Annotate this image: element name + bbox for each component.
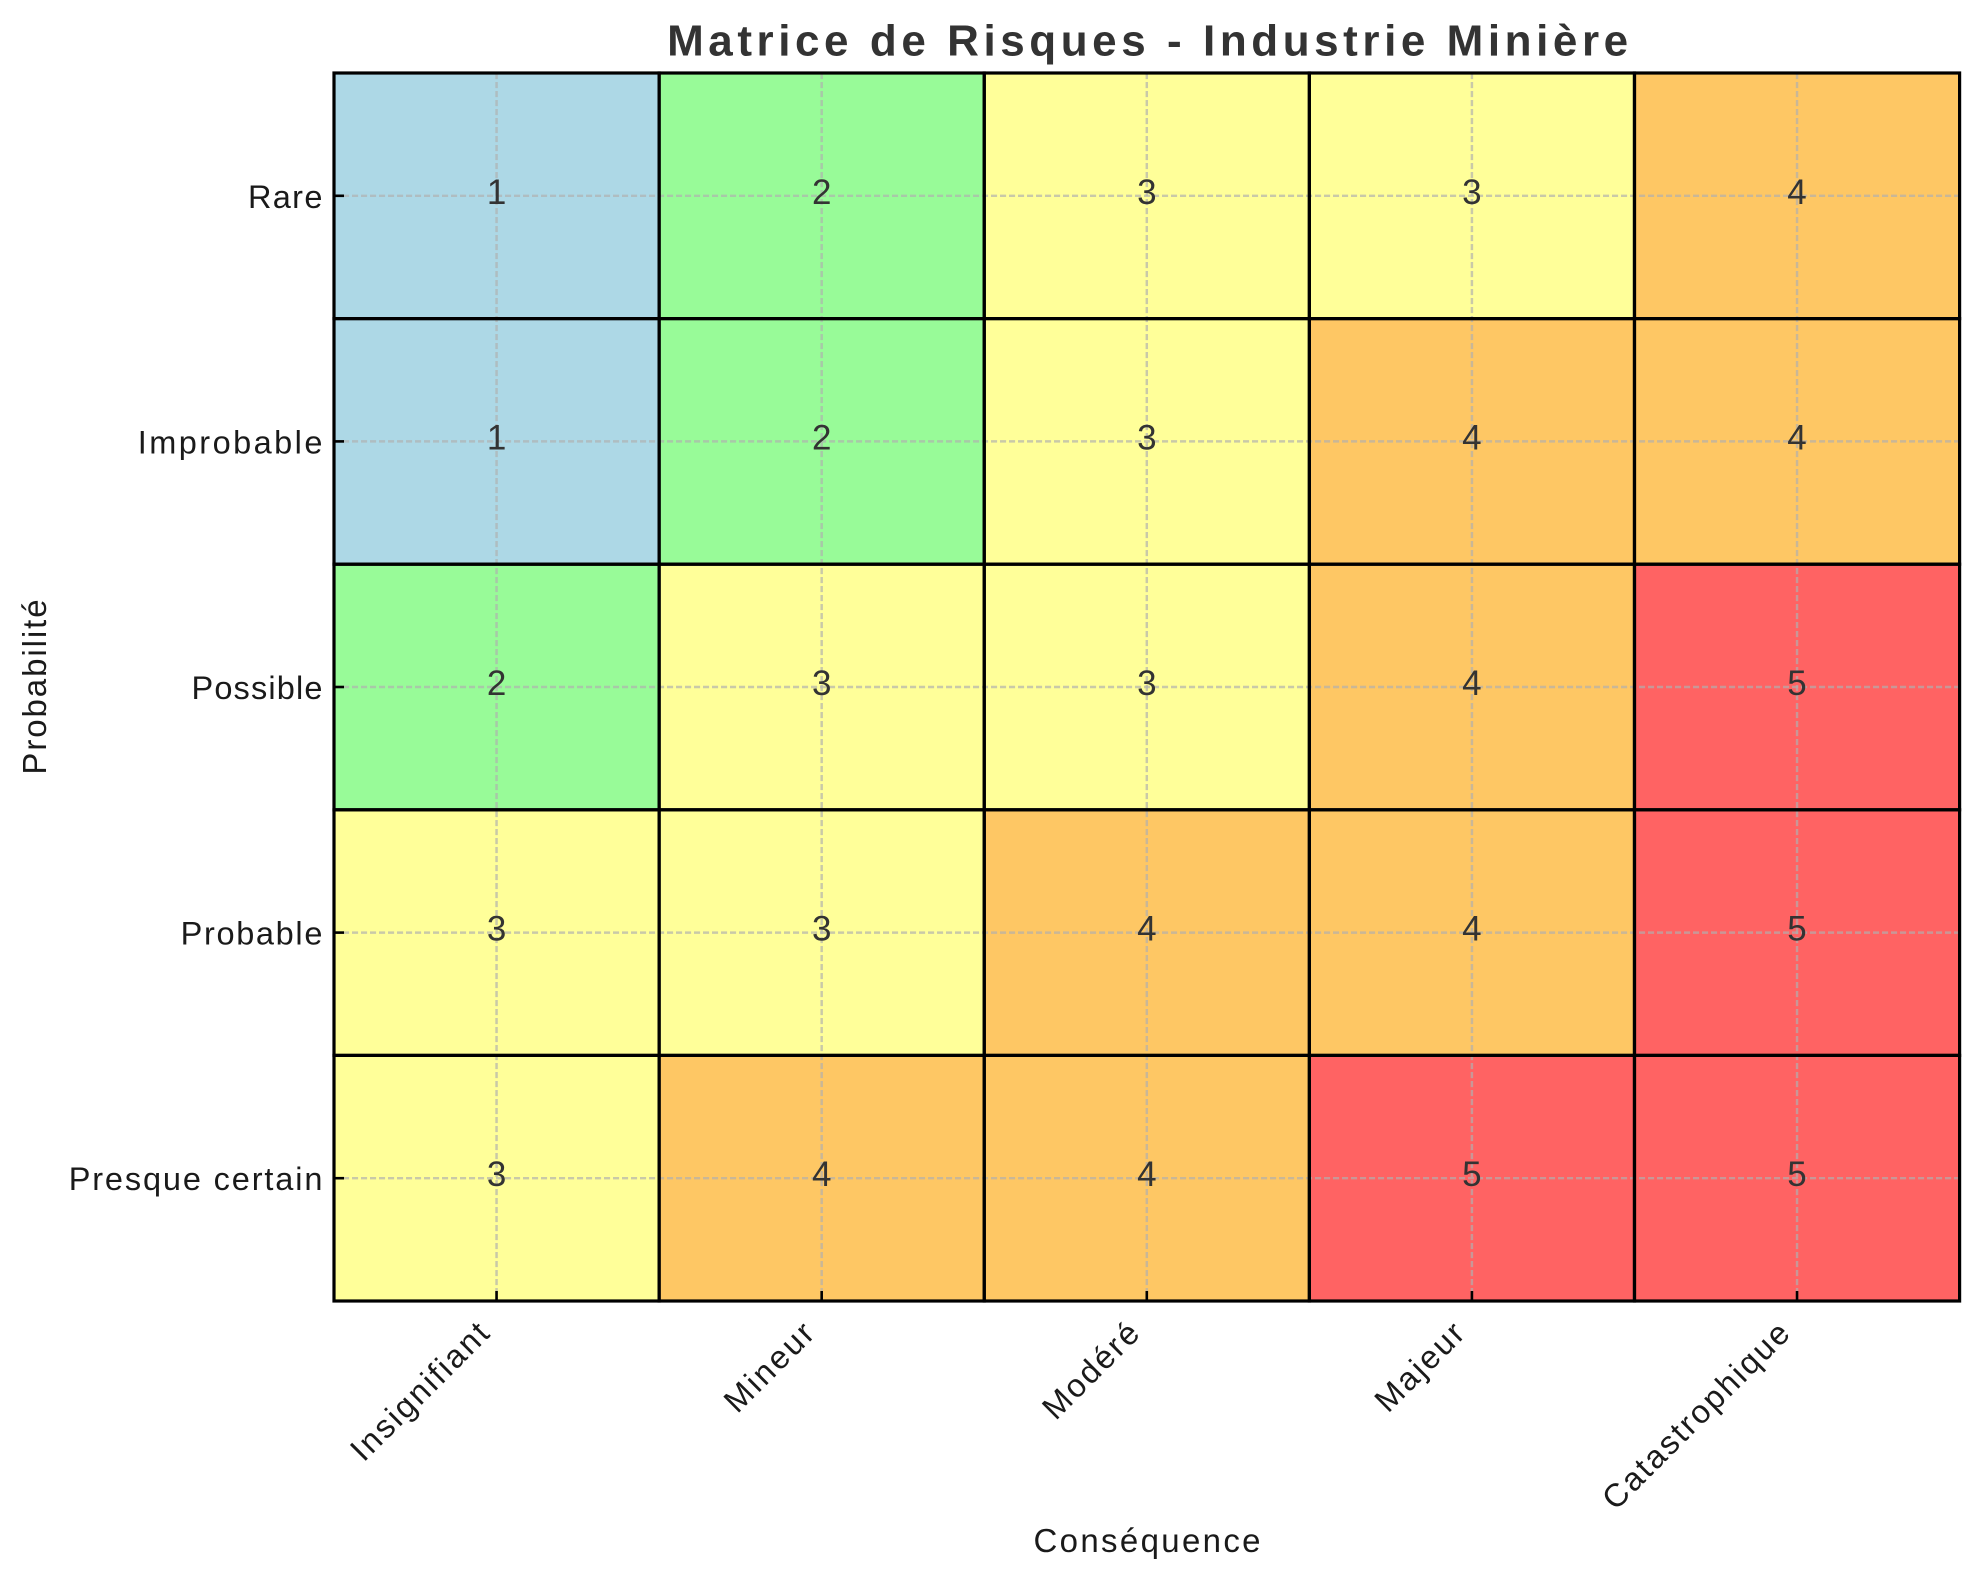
svg-text:1: 1 [487, 418, 506, 457]
svg-text:Probable: Probable [181, 916, 323, 952]
svg-text:5: 5 [1787, 664, 1806, 703]
svg-text:4: 4 [1137, 910, 1156, 949]
svg-text:1: 1 [487, 173, 506, 212]
svg-text:Rare: Rare [248, 179, 322, 215]
svg-text:3: 3 [812, 664, 831, 703]
svg-text:4: 4 [1462, 418, 1481, 457]
svg-text:2: 2 [487, 664, 506, 703]
svg-text:2: 2 [812, 173, 831, 212]
svg-text:5: 5 [1787, 910, 1806, 949]
svg-text:4: 4 [1137, 1155, 1156, 1194]
svg-text:Conséquence: Conséquence [1034, 1522, 1261, 1559]
svg-text:5: 5 [1787, 1155, 1806, 1194]
svg-text:3: 3 [812, 910, 831, 949]
svg-text:4: 4 [1787, 173, 1806, 212]
svg-text:3: 3 [1462, 173, 1481, 212]
svg-text:Improbable: Improbable [138, 424, 323, 460]
svg-text:4: 4 [1787, 418, 1806, 457]
svg-text:4: 4 [812, 1155, 831, 1194]
svg-text:3: 3 [487, 1155, 506, 1194]
svg-text:3: 3 [1137, 173, 1156, 212]
svg-text:Possible: Possible [192, 670, 323, 706]
svg-text:3: 3 [1137, 418, 1156, 457]
svg-text:Probabilité: Probabilité [16, 599, 53, 774]
svg-text:2: 2 [812, 418, 831, 457]
svg-text:5: 5 [1462, 1155, 1481, 1194]
svg-text:4: 4 [1462, 664, 1481, 703]
svg-text:3: 3 [1137, 664, 1156, 703]
svg-text:Presque certain: Presque certain [69, 1161, 323, 1197]
svg-text:4: 4 [1462, 910, 1481, 949]
svg-text:3: 3 [487, 910, 506, 949]
